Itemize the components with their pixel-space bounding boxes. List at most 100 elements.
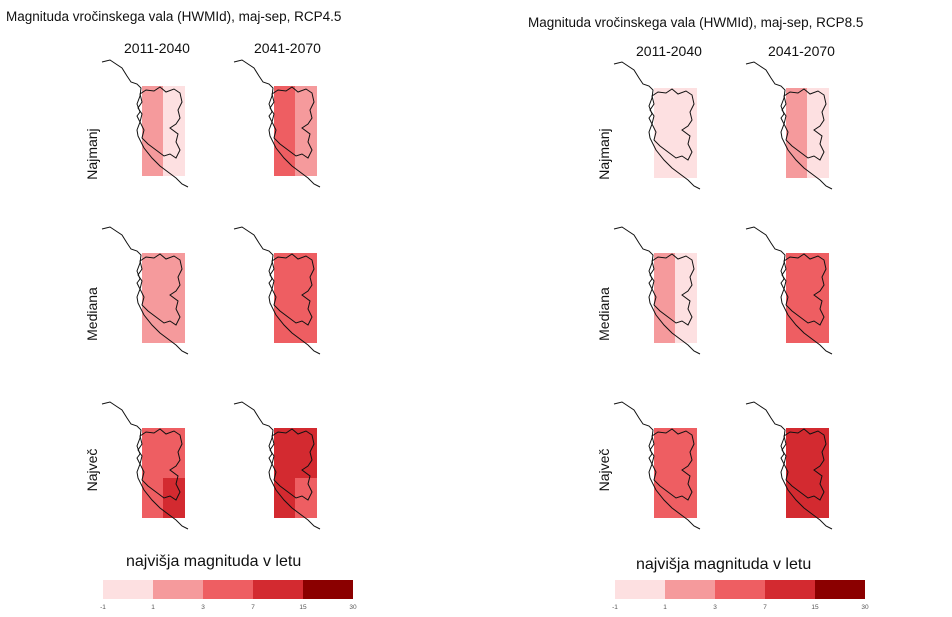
legend-tick: 15 — [811, 604, 819, 611]
legend-swatch-5 — [303, 580, 353, 599]
grid-cell-se — [675, 478, 697, 518]
map-mediana-2011-2040 — [101, 226, 189, 355]
row-label-najvec: Največ — [84, 448, 100, 492]
legend-colorbar — [615, 580, 865, 599]
legend-tick: -1 — [100, 604, 106, 611]
coastline — [745, 226, 833, 355]
grid-cell-sw — [786, 138, 807, 178]
map-mediana-2011-2040 — [613, 226, 701, 355]
country-outline — [137, 253, 183, 326]
grid-cell-sw — [142, 136, 163, 176]
column-header-2041-2070: 2041-2070 — [254, 40, 321, 56]
map-najmanj-2011-2040 — [101, 59, 189, 188]
grid-cell-ne — [295, 428, 317, 478]
column-header-2041-2070: 2041-2070 — [768, 43, 835, 59]
grid-cell-se — [675, 138, 697, 178]
grid-cell-ne — [675, 88, 697, 138]
grid-cell-se — [295, 136, 317, 176]
legend-tick: 7 — [251, 604, 255, 611]
grid-cell-nw — [654, 88, 675, 138]
grid-cell-nw — [654, 428, 675, 478]
grid-cell-nw — [142, 86, 163, 136]
grid-cell-nw — [274, 428, 295, 478]
row-label-mediana: Mediana — [596, 287, 612, 341]
country-outline — [269, 428, 315, 501]
coastline — [101, 59, 189, 188]
legend-tick: 7 — [763, 604, 767, 611]
panel-rcp85: Magnituda vročinskega vala (HWMId), maj-… — [476, 0, 952, 617]
map-mediana-2041-2070 — [233, 226, 321, 355]
grid-cell-nw — [654, 253, 675, 303]
panel-rcp45: Magnituda vročinskega vala (HWMId), maj-… — [6, 9, 357, 611]
country-outline — [269, 253, 315, 326]
grid-cell-ne — [163, 428, 185, 478]
panel-title: Magnituda vročinskega vala (HWMId), maj-… — [6, 9, 342, 24]
grid-cell-se — [295, 478, 317, 518]
coastline — [745, 61, 833, 190]
map-najmanj-2011-2040 — [613, 61, 701, 190]
legend-swatch-4 — [765, 580, 815, 599]
grid-cell-se — [163, 136, 185, 176]
coastline — [613, 226, 701, 355]
coastline — [745, 401, 833, 530]
country-outline — [649, 428, 695, 501]
legend-swatch-2 — [153, 580, 203, 599]
grid-cell-se — [807, 478, 829, 518]
grid-cell-ne — [163, 86, 185, 136]
legend-swatch-4 — [253, 580, 303, 599]
grid-cell-ne — [675, 253, 697, 303]
grid-cell-se — [807, 138, 829, 178]
legend-tick: 1 — [151, 604, 155, 611]
map-najvec-2011-2040 — [613, 401, 701, 530]
grid-cell-sw — [142, 303, 163, 343]
grid-cell-sw — [654, 138, 675, 178]
grid-cell-ne — [807, 253, 829, 303]
grid-cell-ne — [807, 428, 829, 478]
row-label-mediana: Mediana — [84, 287, 100, 341]
map-mediana-2041-2070 — [745, 226, 833, 355]
column-header-2011-2040: 2011-2040 — [124, 40, 190, 56]
row-label-najmanj: Najmanj — [84, 128, 100, 180]
country-outline — [649, 88, 695, 161]
grid-cell-sw — [654, 478, 675, 518]
grid-cell-sw — [142, 478, 163, 518]
grid-cell-sw — [274, 303, 295, 343]
legend-tick: -1 — [612, 604, 618, 611]
coastline — [613, 401, 701, 530]
country-outline — [649, 253, 695, 326]
grid-cell-se — [163, 478, 185, 518]
legend-tick: 1 — [663, 604, 667, 611]
grid-cell-nw — [786, 88, 807, 138]
legend-swatch-5 — [815, 580, 865, 599]
map-najvec-2041-2070 — [233, 401, 321, 530]
country-outline — [781, 253, 827, 326]
legend-tick: 30 — [349, 604, 357, 611]
column-header-2011-2040: 2011-2040 — [636, 43, 702, 59]
panel-title: Magnituda vročinskega vala (HWMId), maj-… — [528, 15, 864, 30]
grid-cell-ne — [807, 88, 829, 138]
map-najmanj-2041-2070 — [745, 61, 833, 190]
legend-swatch-3 — [203, 580, 253, 599]
country-outline — [781, 88, 827, 161]
grid-cell-sw — [654, 303, 675, 343]
grid-cell-se — [807, 303, 829, 343]
country-outline — [781, 428, 827, 501]
coastline — [233, 59, 321, 188]
legend-tick: 3 — [201, 604, 205, 611]
legend-tick: 15 — [299, 604, 307, 611]
legend-tick: 3 — [713, 604, 717, 611]
legend-title: najvišja magnituda v letu — [126, 553, 302, 570]
grid-cell-sw — [786, 303, 807, 343]
map-najmanj-2041-2070 — [233, 59, 321, 188]
grid-cell-sw — [274, 136, 295, 176]
coastline — [613, 61, 701, 190]
grid-cell-ne — [295, 86, 317, 136]
grid-cell-nw — [274, 253, 295, 303]
legend-swatch-2 — [665, 580, 715, 599]
grid-cell-nw — [786, 253, 807, 303]
legend-swatch-1 — [103, 580, 153, 599]
coastline — [233, 226, 321, 355]
legend-title: najvišja magnituda v letu — [636, 556, 812, 573]
grid-cell-sw — [786, 478, 807, 518]
map-najvec-2011-2040 — [101, 401, 189, 530]
